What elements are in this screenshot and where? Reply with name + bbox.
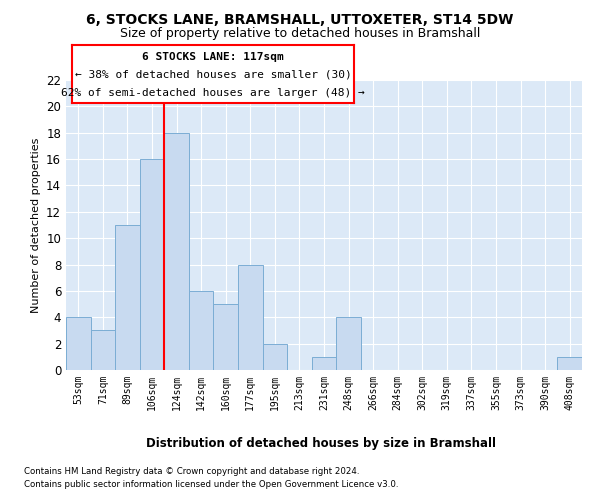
Y-axis label: Number of detached properties: Number of detached properties [31,138,41,312]
Text: Contains public sector information licensed under the Open Government Licence v3: Contains public sector information licen… [24,480,398,489]
Text: ← 38% of detached houses are smaller (30): ← 38% of detached houses are smaller (30… [74,70,352,80]
Bar [557,357,582,370]
Bar [140,159,164,370]
Bar [115,225,140,370]
Text: Distribution of detached houses by size in Bramshall: Distribution of detached houses by size … [146,438,496,450]
Text: Contains HM Land Registry data © Crown copyright and database right 2024.: Contains HM Land Registry data © Crown c… [24,467,359,476]
Bar [263,344,287,370]
Bar [66,318,91,370]
Bar [214,304,238,370]
Text: 6, STOCKS LANE, BRAMSHALL, UTTOXETER, ST14 5DW: 6, STOCKS LANE, BRAMSHALL, UTTOXETER, ST… [86,12,514,26]
Bar [312,357,336,370]
Text: 6 STOCKS LANE: 117sqm: 6 STOCKS LANE: 117sqm [142,52,284,62]
Text: 62% of semi-detached houses are larger (48) →: 62% of semi-detached houses are larger (… [61,88,365,99]
Text: Size of property relative to detached houses in Bramshall: Size of property relative to detached ho… [120,26,480,40]
Bar [164,132,189,370]
Bar [189,291,214,370]
Bar [238,264,263,370]
Bar [91,330,115,370]
Bar [336,318,361,370]
